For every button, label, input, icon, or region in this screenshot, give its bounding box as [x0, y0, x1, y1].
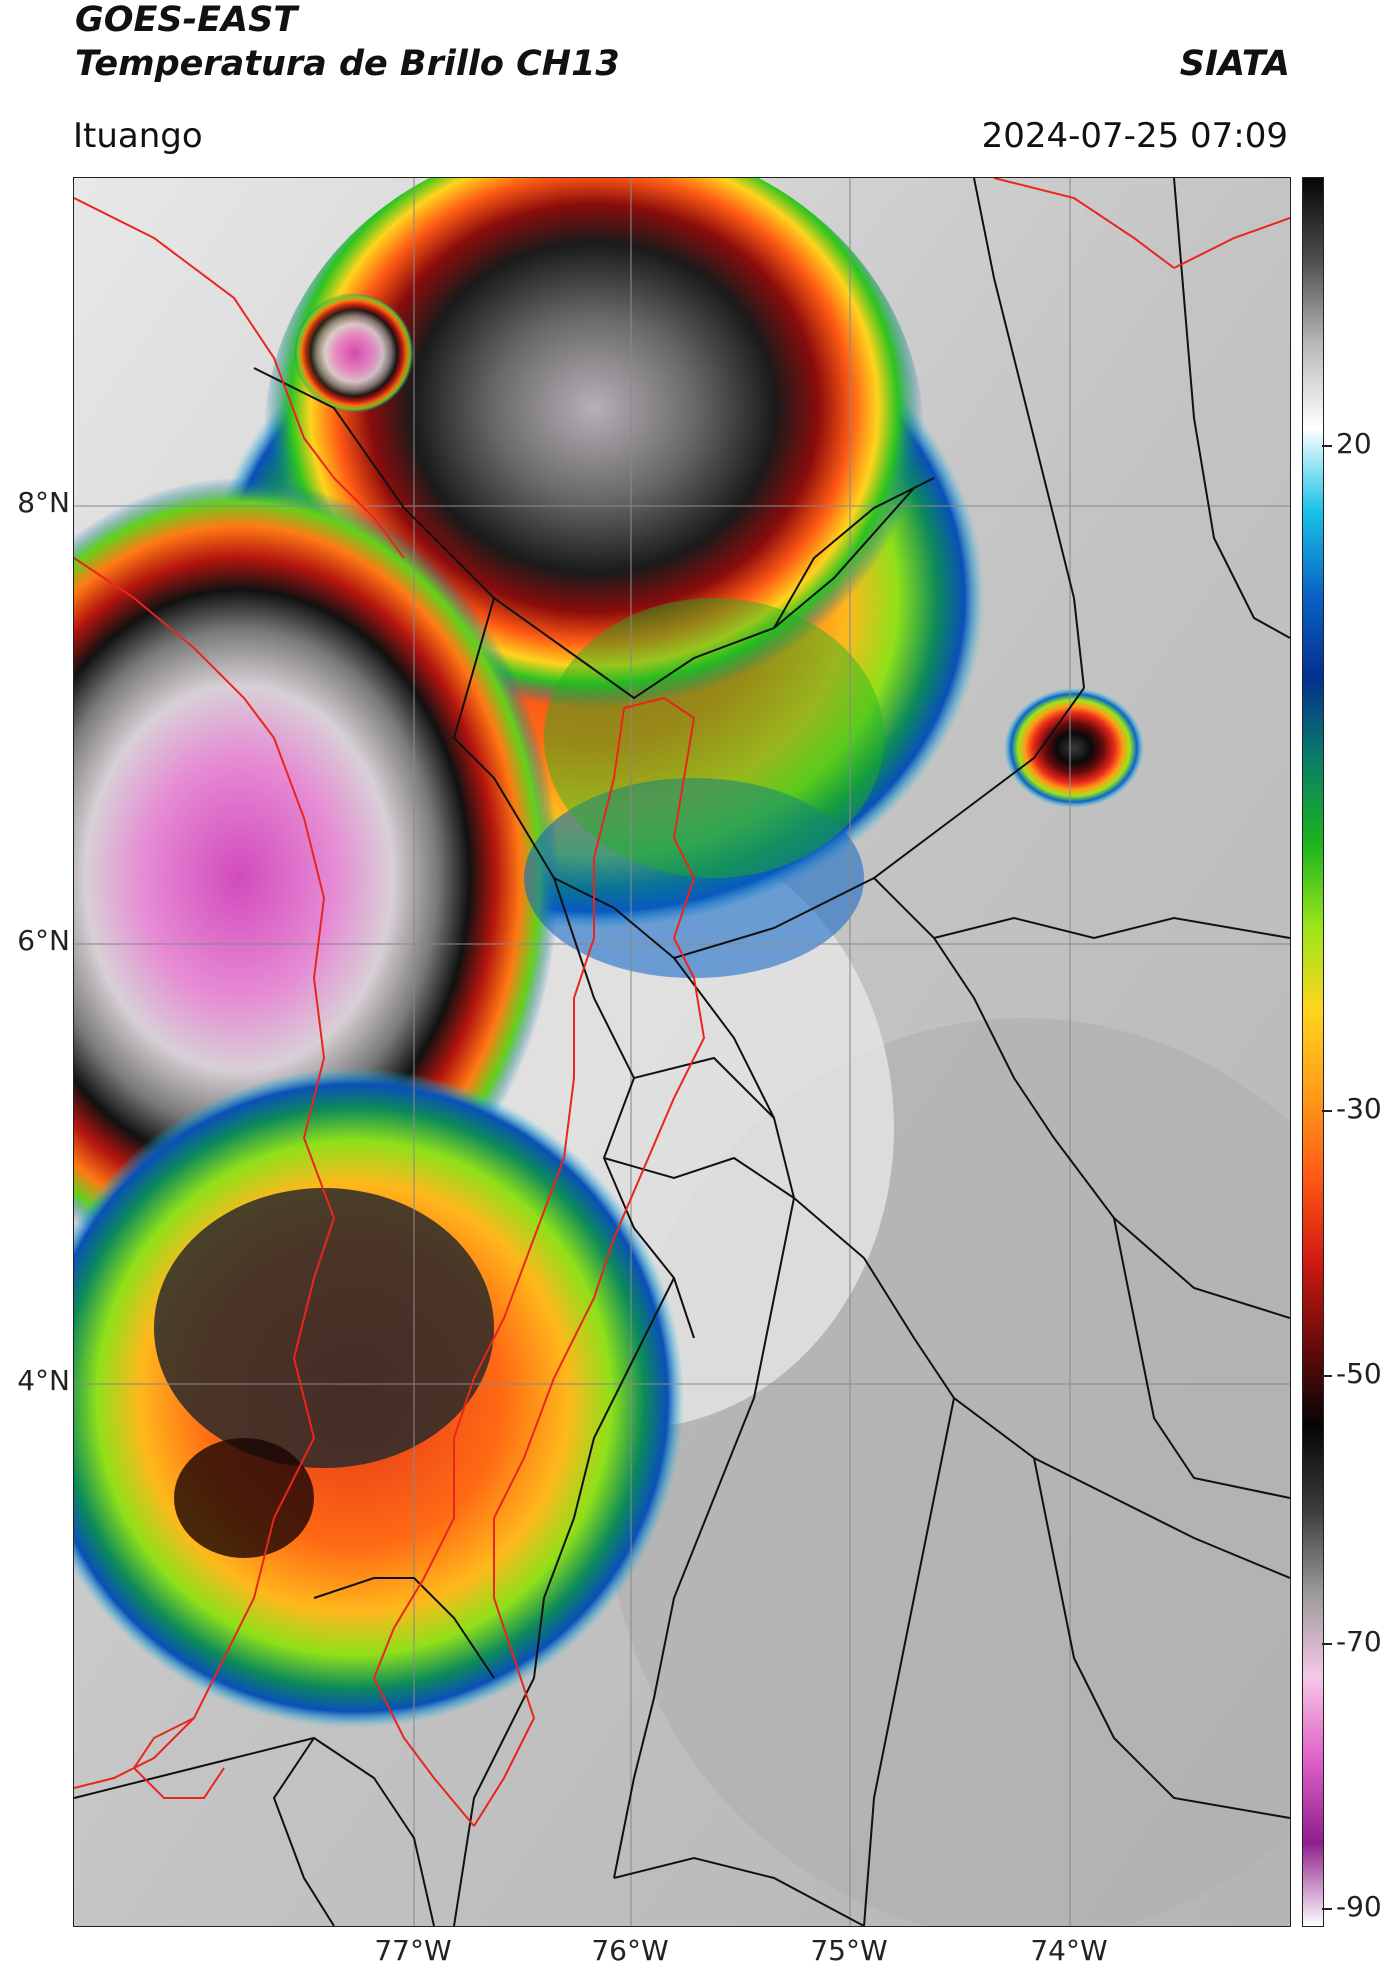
cloud-cell-north: [294, 293, 414, 413]
colorbar-label-minus90: -90: [1336, 1890, 1382, 1923]
satellite-map: [73, 177, 1291, 1927]
colorbar-label-minus70: -70: [1336, 1625, 1382, 1658]
map-canvas: [74, 178, 1290, 1926]
lat-label-4n: 4°N: [17, 1364, 70, 1397]
admin-borders: [74, 178, 1290, 1926]
coastline-borders: [74, 178, 1290, 1827]
colorbar-tick: [1322, 1908, 1332, 1910]
temperature-colorbar: [1302, 177, 1324, 1927]
colorbar-tick: [1322, 1375, 1332, 1377]
lat-label-8n: 8°N: [17, 486, 70, 519]
colorbar-label-minus50: -50: [1336, 1357, 1382, 1390]
colorbar-tick: [1322, 1110, 1332, 1112]
colorbar-tick: [1322, 1643, 1332, 1645]
satellite-title: GOES-EAST: [75, 0, 298, 40]
lon-label-74w: 74°W: [1030, 1934, 1108, 1967]
product-title: Temperatura de Brillo CH13: [75, 44, 620, 84]
colorbar-label-20: 20: [1336, 427, 1372, 460]
organization-label: SIATA: [1179, 44, 1290, 84]
colorbar-tick: [1322, 445, 1332, 447]
lon-label-77w: 77°W: [374, 1934, 452, 1967]
timestamp-label: 2024-07-25 07:09: [981, 116, 1288, 156]
region-label: Ituango: [73, 116, 203, 156]
lon-label-75w: 75°W: [810, 1934, 888, 1967]
colorbar-label-minus30: -30: [1336, 1092, 1382, 1125]
cloud-cell-east: [1004, 688, 1144, 808]
lon-label-76w: 76°W: [591, 1934, 669, 1967]
lat-label-6n: 6°N: [17, 924, 70, 957]
cloud-system-pacific: [74, 478, 559, 1278]
